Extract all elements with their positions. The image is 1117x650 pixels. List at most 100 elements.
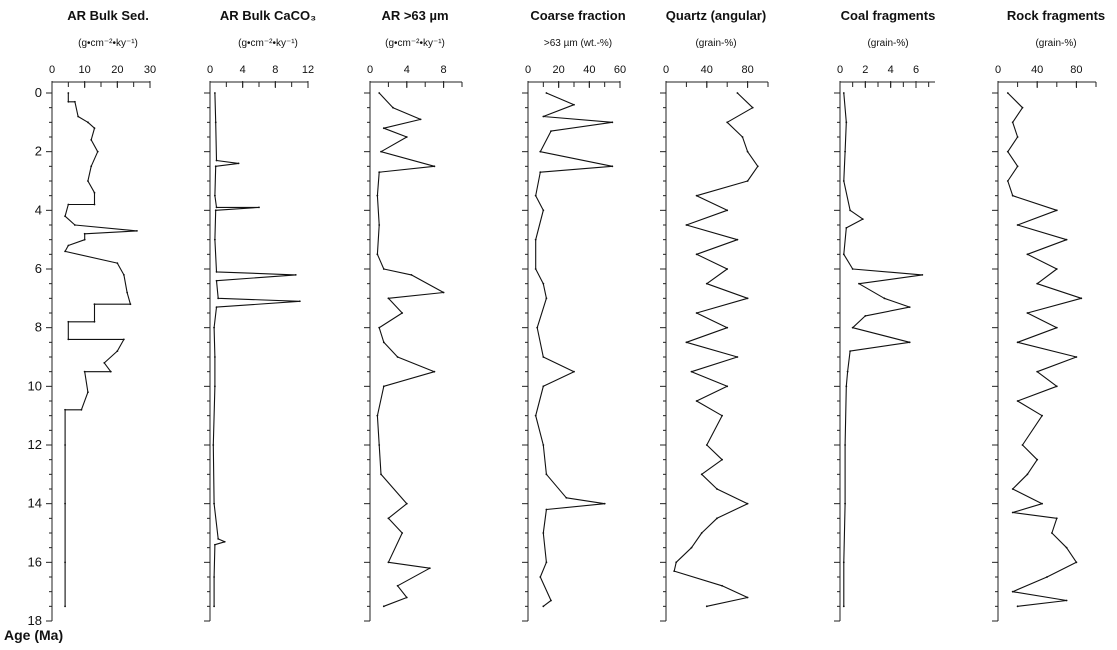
data-point — [428, 567, 431, 570]
data-point — [534, 414, 537, 417]
data-series-line — [843, 92, 923, 607]
data-point — [844, 150, 846, 153]
x-tick-label: 0 — [995, 64, 1001, 76]
data-point — [405, 596, 408, 599]
data-point — [695, 400, 698, 402]
data-point — [93, 127, 96, 130]
data-point — [1055, 326, 1058, 329]
x-tick-label: 40 — [583, 64, 595, 76]
data-point — [721, 458, 723, 461]
panel-unit: >63 µm (wt.-%) — [544, 38, 612, 49]
data-point — [756, 165, 759, 168]
data-point — [214, 121, 217, 124]
x-tick-label: 4 — [240, 64, 246, 76]
data-point — [213, 576, 215, 578]
data-point — [1055, 385, 1058, 388]
data-point — [215, 159, 218, 162]
data-point — [908, 306, 911, 309]
data-point — [845, 121, 848, 124]
data-point — [1011, 511, 1014, 514]
data-point — [741, 136, 744, 138]
data-series-line — [212, 92, 301, 607]
data-point — [213, 605, 215, 608]
data-point — [1046, 576, 1048, 578]
data-point — [378, 171, 381, 174]
data-point — [83, 238, 86, 241]
data-point — [90, 165, 93, 168]
data-point — [1016, 341, 1019, 344]
data-point — [1041, 502, 1043, 505]
data-point — [534, 268, 537, 270]
data-point — [849, 350, 852, 353]
data-point — [1016, 136, 1019, 138]
x-tick-label: 12 — [302, 64, 314, 76]
data-point — [746, 502, 749, 505]
data-point — [1011, 590, 1014, 593]
x-tick-label: 40 — [701, 64, 713, 76]
data-point — [1036, 458, 1039, 461]
data-point — [1021, 444, 1024, 446]
data-point — [849, 209, 852, 212]
data-point — [726, 268, 729, 270]
x-tick-label: 80 — [1070, 64, 1082, 76]
data-point — [550, 130, 552, 133]
panel-title: AR Bulk CaCO₃ — [220, 8, 316, 23]
x-tick-label: 60 — [614, 64, 626, 76]
data-point — [542, 385, 545, 388]
y-tick-label: 18 — [28, 613, 42, 628]
data-point — [851, 268, 854, 270]
data-point — [705, 282, 708, 285]
x-tick-label: 0 — [525, 64, 531, 76]
data-series-line — [376, 92, 445, 607]
data-point — [378, 92, 381, 94]
data-point — [534, 238, 537, 241]
data-point — [433, 165, 436, 168]
data-point — [215, 306, 218, 309]
x-tick-label: 2 — [862, 64, 868, 76]
data-point — [83, 232, 86, 235]
data-point — [96, 150, 99, 153]
panel-title: Quartz (angular) — [666, 8, 766, 23]
data-point — [545, 508, 548, 511]
data-point — [1011, 194, 1014, 197]
data-point — [545, 92, 548, 94]
data-point — [87, 391, 89, 394]
x-tick-label: 0 — [837, 64, 843, 76]
data-point — [721, 414, 723, 417]
panel-2: AR Bulk CaCO₃ (g•cm⁻²•ky⁻¹) 0 4 8 12 — [204, 8, 316, 622]
data-point — [1036, 370, 1039, 373]
data-point — [380, 473, 382, 476]
data-point — [122, 338, 125, 341]
data-point — [376, 253, 379, 256]
data-point — [214, 543, 216, 546]
data-point — [129, 303, 132, 306]
data-point — [545, 297, 548, 300]
data-point — [1075, 561, 1078, 564]
data-point — [726, 121, 729, 124]
data-point — [573, 370, 575, 373]
panel-title: Coal fragments — [841, 8, 936, 23]
data-point — [700, 473, 703, 476]
data-point — [864, 315, 867, 317]
panel-unit: (g•cm⁻²•ky⁻¹) — [78, 38, 138, 49]
x-tick-label: 0 — [663, 64, 669, 76]
data-point — [67, 244, 70, 247]
data-point — [851, 326, 854, 329]
data-point — [1026, 473, 1029, 476]
data-point — [845, 227, 848, 229]
data-point — [214, 165, 217, 168]
data-point — [844, 444, 846, 446]
y-tick-label: 14 — [28, 496, 42, 511]
data-point — [223, 540, 226, 543]
data-point — [93, 303, 96, 306]
data-point — [442, 291, 445, 294]
data-point — [690, 370, 693, 373]
data-point — [396, 356, 399, 358]
data-point — [1016, 605, 1019, 608]
data-point — [212, 444, 215, 446]
data-point — [565, 496, 568, 499]
data-point — [1026, 253, 1029, 256]
data-point — [1006, 150, 1009, 153]
data-point — [126, 291, 129, 294]
